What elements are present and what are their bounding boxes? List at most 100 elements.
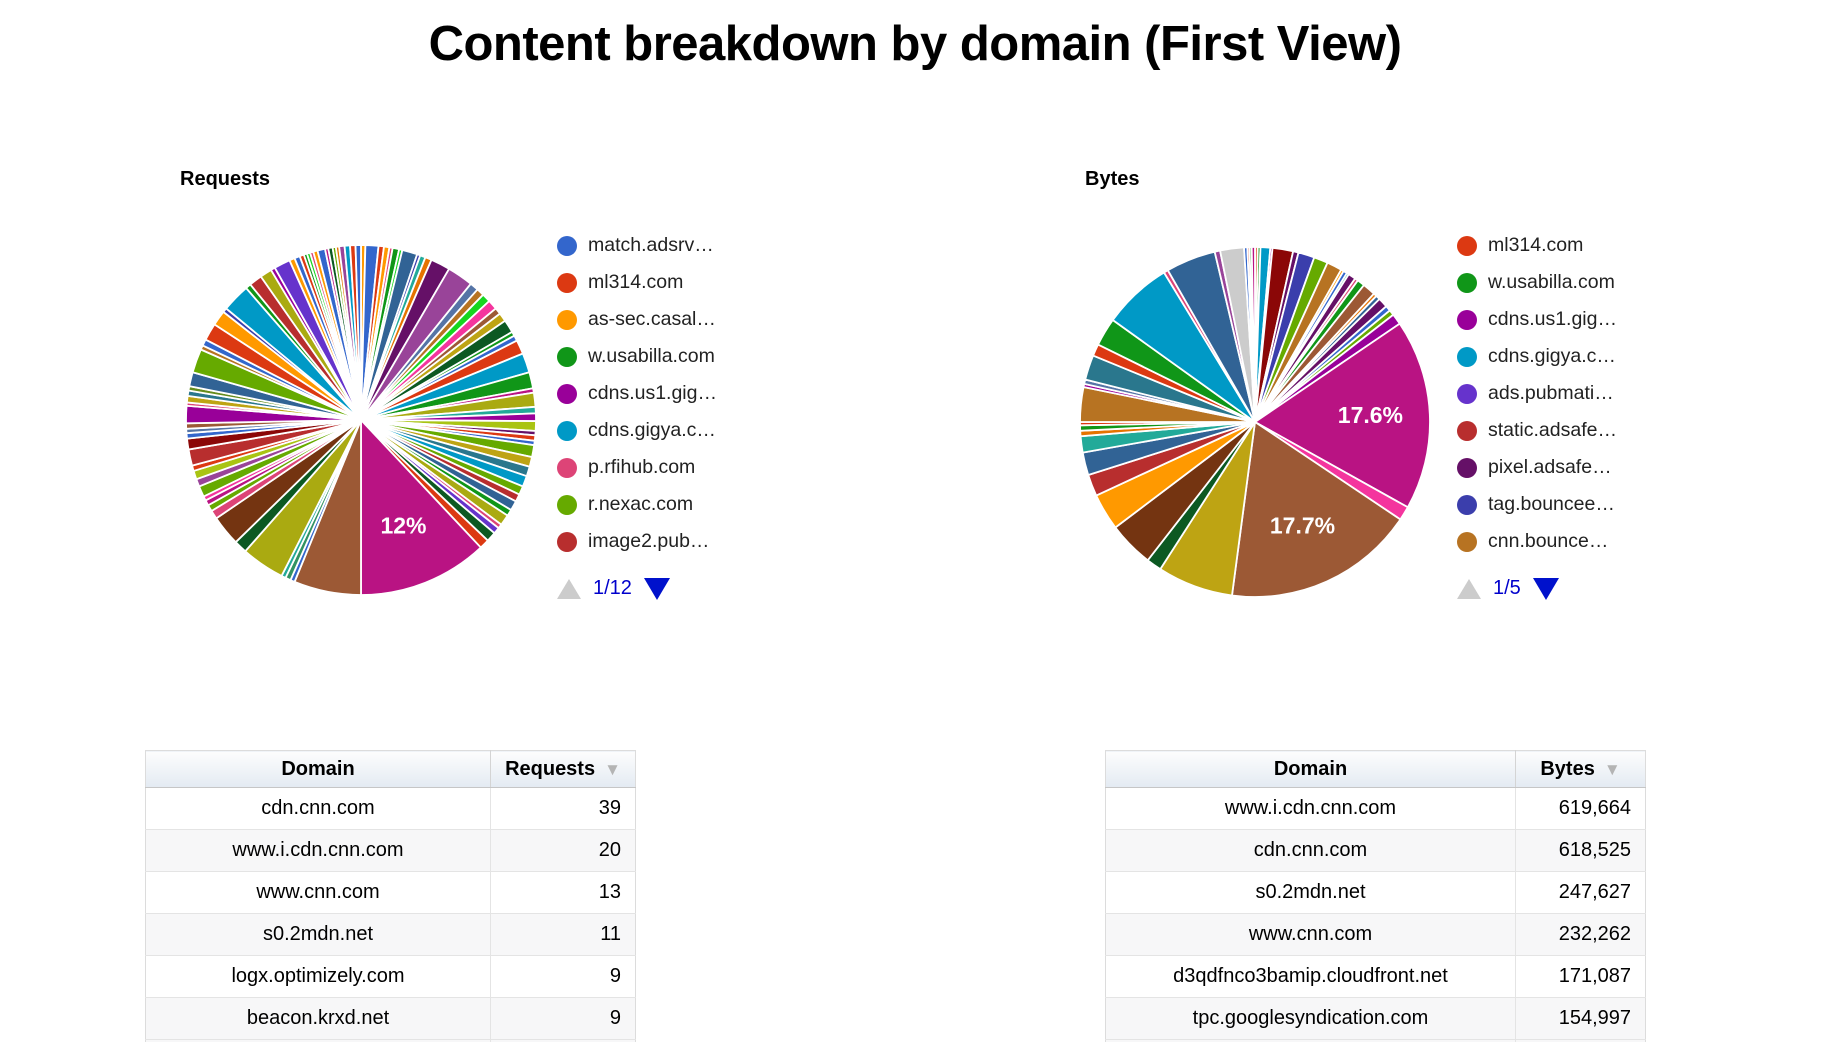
legend-swatch-icon: [557, 420, 577, 441]
legend-page-indicator: 1/5: [1493, 577, 1521, 599]
table-row: www.cnn.com 232,262: [1105, 913, 1646, 956]
legend-item[interactable]: w.usabilla.com: [557, 338, 717, 375]
pie-slice[interactable]: [1253, 322, 1431, 509]
legend-swatch-icon: [1457, 457, 1477, 478]
pie-slice-percent-label: 17.6%: [1338, 402, 1403, 428]
legend-item[interactable]: image2.pub…: [557, 523, 717, 560]
column-header-requests[interactable]: Requests ▼: [490, 750, 636, 788]
legend-label: as-sec.casal…: [588, 308, 716, 330]
legend-swatch-icon: [557, 346, 577, 367]
legend-item[interactable]: cdns.us1.gig…: [1457, 301, 1617, 338]
domain-cell: d3qdfnco3bamip.cloudfront.net: [1105, 955, 1516, 998]
bytes-table: Domain Bytes ▼ www.i.cdn.cnn.com 619,664 cdn.…: [1105, 750, 1646, 1042]
legend-label: cdns.gigya.c…: [1488, 345, 1616, 367]
pie-slice[interactable]: [1250, 246, 1256, 423]
legend-item[interactable]: p.rfihub.com: [557, 449, 717, 486]
legend-swatch-icon: [557, 383, 577, 404]
legend-page-up-icon[interactable]: [557, 578, 581, 599]
legend-label: r.nexac.com: [588, 493, 694, 515]
value-cell: 171,087: [1515, 955, 1646, 998]
value-cell: 39: [490, 787, 636, 830]
legend-label: ml314.com: [588, 271, 684, 293]
legend-page-down-icon[interactable]: [1532, 577, 1559, 600]
value-cell: 11: [490, 913, 636, 956]
domain-cell: beacon.krxd.net: [145, 997, 491, 1040]
legend-item[interactable]: tag.bouncee…: [1457, 486, 1617, 523]
column-header-label: Domain: [281, 757, 355, 780]
bytes-chart-heading: Bytes: [1085, 168, 1140, 190]
domain-cell: www.cnn.com: [145, 871, 491, 914]
column-header-label: Domain: [1273, 757, 1348, 780]
legend-item[interactable]: cdns.gigya.c…: [1457, 338, 1617, 375]
value-cell: 9: [490, 955, 636, 998]
legend-item[interactable]: ml314.com: [557, 264, 717, 301]
domain-cell: www.i.cdn.cnn.com: [145, 829, 491, 872]
legend-item[interactable]: ml314.com: [1457, 227, 1617, 264]
legend-item[interactable]: match.adsrv…: [557, 227, 717, 264]
legend-label: image2.pub…: [588, 530, 710, 552]
column-header-domain[interactable]: Domain: [1105, 750, 1516, 788]
legend-item[interactable]: ads.pubmati…: [1457, 375, 1617, 412]
value-cell: 9: [490, 997, 636, 1040]
pie-slice[interactable]: [360, 417, 483, 596]
table-header-row: Domain Bytes ▼: [1105, 750, 1646, 788]
requests-pie-chart[interactable]: 12%: [176, 235, 546, 605]
domain-cell: s0.2mdn.net: [145, 913, 491, 956]
value-cell: 619,664: [1515, 787, 1646, 830]
legend-item[interactable]: r.nexac.com: [557, 486, 717, 523]
column-header-domain[interactable]: Domain: [145, 750, 491, 788]
pie-slice[interactable]: [354, 244, 362, 421]
requests-table: Domain Requests ▼ cdn.cnn.com 39 www.i.cdn.cn…: [145, 750, 636, 1042]
pie-slice[interactable]: [1230, 420, 1402, 598]
legend-label: p.rfihub.com: [588, 456, 696, 478]
legend-swatch-icon: [557, 494, 577, 515]
table-row-partial: [145, 1039, 636, 1042]
bytes-pie-chart[interactable]: 17.6% 17.7%: [1070, 237, 1440, 607]
legend-swatch-icon: [1457, 346, 1477, 367]
table-header-row: Domain Requests ▼: [145, 750, 636, 788]
legend-swatch-icon: [1457, 383, 1477, 404]
column-header-label: Requests: [505, 757, 596, 780]
legend-item[interactable]: cdns.gigya.c…: [557, 412, 717, 449]
legend-label: cdns.us1.gig…: [588, 382, 717, 404]
legend-item[interactable]: cdns.us1.gig…: [557, 375, 717, 412]
table-row: s0.2mdn.net 247,627: [1105, 871, 1646, 914]
legend-item[interactable]: as-sec.casal…: [557, 301, 717, 338]
legend-swatch-icon: [1457, 420, 1477, 441]
domain-cell: s0.2mdn.net: [1105, 871, 1516, 914]
column-header-bytes[interactable]: Bytes ▼: [1515, 750, 1646, 788]
requests-legend-pagination: 1/12: [557, 577, 670, 600]
legend-label: w.usabilla.com: [588, 345, 715, 367]
legend-item[interactable]: pixel.adsafe…: [1457, 449, 1617, 486]
legend-swatch-icon: [557, 531, 577, 552]
bytes-legend-pagination: 1/5: [1457, 577, 1559, 600]
legend-label: pixel.adsafe…: [1488, 456, 1612, 478]
legend-swatch-icon: [557, 272, 577, 293]
legend-swatch-icon: [1457, 272, 1477, 293]
domain-cell: cdn.cnn.com: [1105, 829, 1516, 872]
legend-item[interactable]: static.adsafe…: [1457, 412, 1617, 449]
sort-descending-icon: ▼: [604, 759, 621, 779]
legend-swatch-icon: [557, 235, 577, 256]
value-cell: 232,262: [1515, 913, 1646, 956]
column-header-label: Bytes: [1540, 757, 1595, 780]
table-row: www.i.cdn.cnn.com 619,664: [1105, 787, 1646, 830]
legend-label: match.adsrv…: [588, 234, 714, 256]
table-row: d3qdfnco3bamip.cloudfront.net 171,087: [1105, 955, 1646, 998]
value-cell: 154,997: [1515, 997, 1646, 1040]
requests-chart-heading: Requests: [180, 168, 271, 190]
legend-page-down-icon[interactable]: [643, 577, 670, 600]
table-row: www.i.cdn.cnn.com 20: [145, 829, 636, 872]
legend-page-up-icon[interactable]: [1457, 578, 1481, 599]
table-row: cdn.cnn.com 618,525: [1105, 829, 1646, 872]
domain-cell: logx.optimizely.com: [145, 955, 491, 998]
legend-swatch-icon: [1457, 235, 1477, 256]
legend-item[interactable]: cnn.bounce…: [1457, 523, 1617, 560]
value-cell: 247,627: [1515, 871, 1646, 914]
table-row: tpc.googlesyndication.com 154,997: [1105, 997, 1646, 1040]
legend-item[interactable]: w.usabilla.com: [1457, 264, 1617, 301]
legend-swatch-icon: [1457, 494, 1477, 515]
legend-swatch-icon: [557, 309, 577, 330]
bytes-legend: ml314.com w.usabilla.com cdns.us1.gig… cdns…: [1457, 227, 1617, 560]
